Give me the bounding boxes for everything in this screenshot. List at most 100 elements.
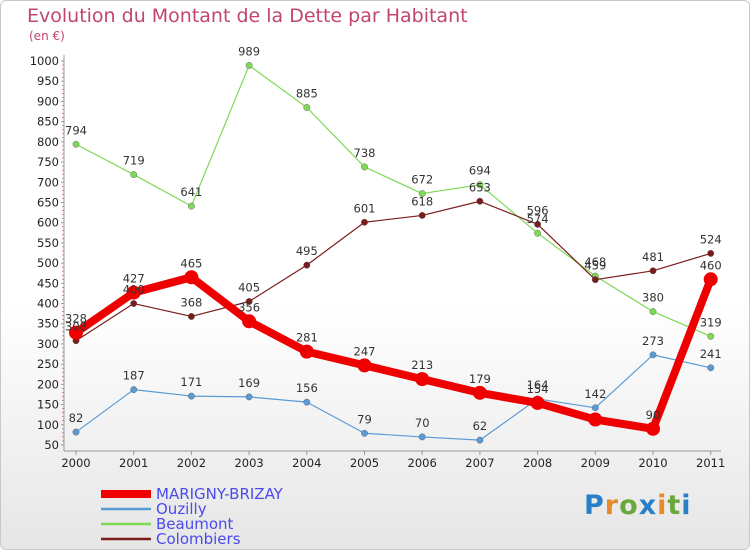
data-point — [591, 404, 599, 412]
data-point — [707, 364, 715, 372]
logo-letter: t — [667, 490, 682, 521]
data-label: 794 — [65, 123, 87, 137]
x-tick-label: 2008 — [523, 456, 552, 470]
series-line — [75, 64, 711, 337]
y-tick-label: 150 — [37, 398, 59, 412]
logo-letter: P — [584, 490, 605, 521]
data-point — [299, 344, 314, 359]
data-label: 885 — [296, 86, 318, 100]
y-tick-label: 550 — [37, 236, 59, 250]
data-label: 356 — [238, 300, 260, 314]
x-tick-label: 2010 — [638, 456, 667, 470]
y-tick-label: 100 — [37, 418, 59, 432]
data-point — [72, 428, 80, 436]
data-point — [472, 385, 487, 400]
data-label: 328 — [65, 312, 87, 326]
data-label: 70 — [415, 416, 430, 430]
x-tick-label: 2006 — [408, 456, 437, 470]
data-point — [245, 62, 253, 69]
data-label: 601 — [354, 201, 376, 215]
logo-letter: o — [619, 490, 639, 521]
data-label: 618 — [411, 194, 433, 208]
data-label: 672 — [411, 173, 433, 187]
data-point — [303, 261, 311, 269]
data-point — [126, 285, 141, 300]
series-marigny-brizay — [69, 270, 718, 436]
data-label: 405 — [238, 281, 260, 295]
data-label: 400 — [123, 283, 145, 297]
y-tick-label: 300 — [37, 337, 59, 351]
x-tick-label: 2009 — [581, 456, 610, 470]
data-point — [184, 270, 199, 285]
y-tick-label: 200 — [37, 377, 59, 391]
data-label: 82 — [69, 411, 84, 425]
series-line — [73, 273, 715, 433]
legend-label: MARIGNY-BRIZAY — [156, 485, 284, 503]
data-label: 171 — [180, 375, 202, 389]
x-tick-label: 2001 — [119, 456, 148, 470]
y-tick-label: 850 — [37, 115, 59, 129]
data-label: 468 — [584, 255, 606, 269]
y-tick-label: 500 — [37, 256, 59, 270]
data-label: 169 — [238, 376, 260, 390]
y-tick-label: 650 — [37, 195, 59, 209]
legend-label: Ouzilly — [156, 500, 207, 518]
data-label: 62 — [473, 419, 488, 433]
data-label: 241 — [700, 347, 722, 361]
y-tick-label: 800 — [37, 135, 59, 149]
data-point — [361, 163, 368, 171]
data-label: 79 — [357, 412, 372, 426]
data-point — [130, 386, 138, 394]
data-point — [130, 171, 138, 178]
data-label: 213 — [411, 358, 433, 372]
data-point — [303, 398, 311, 406]
data-point — [649, 308, 657, 316]
data-label: 719 — [123, 154, 145, 168]
y-tick-label: 50 — [44, 438, 59, 452]
data-point — [357, 358, 372, 373]
data-label: 459 — [584, 259, 606, 273]
x-tick-label: 2003 — [234, 456, 263, 470]
logo-letter: i — [657, 490, 668, 521]
data-point — [418, 190, 426, 197]
data-label: 596 — [527, 203, 549, 217]
data-point — [69, 325, 83, 340]
series-line — [75, 200, 711, 342]
data-label: 574 — [527, 212, 549, 226]
data-label: 465 — [180, 256, 202, 270]
y-tick-label: 1000 — [30, 54, 59, 68]
x-tick-label: 2000 — [61, 456, 90, 470]
logo-letter: r — [604, 490, 620, 521]
data-point — [415, 372, 430, 387]
data-point — [476, 197, 484, 205]
x-tick-label: 2011 — [696, 456, 725, 470]
data-label: 989 — [238, 44, 260, 58]
logo-letter: x — [638, 490, 658, 521]
data-point — [242, 314, 257, 329]
data-point — [361, 429, 368, 437]
data-label: 156 — [296, 381, 318, 395]
data-label: 164 — [527, 378, 549, 392]
y-unit-label: (en €) — [29, 29, 65, 43]
y-tick-label: 700 — [37, 175, 59, 189]
data-point — [591, 276, 599, 284]
data-point — [707, 332, 715, 340]
y-tick-label: 600 — [37, 216, 59, 230]
y-tick-label: 950 — [37, 74, 59, 88]
x-tick-label: 2004 — [292, 456, 321, 470]
data-point — [476, 436, 484, 444]
data-point — [476, 181, 484, 189]
data-point — [646, 421, 660, 436]
x-tick-label: 2002 — [177, 456, 206, 470]
data-label: 380 — [642, 291, 664, 305]
series-beaumont — [72, 62, 715, 340]
proxiti-logo: Proxiti — [584, 490, 692, 521]
data-point — [245, 298, 253, 305]
data-point — [245, 393, 253, 401]
data-label: 495 — [296, 244, 318, 258]
legend-label: Colombiers — [156, 530, 241, 548]
y-tick-label: 350 — [37, 317, 59, 331]
series-line — [75, 354, 711, 441]
data-label: 481 — [642, 250, 664, 264]
